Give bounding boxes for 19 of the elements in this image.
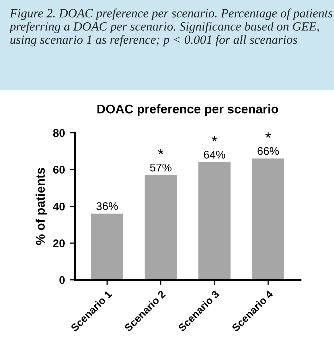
chart-title: DOAC preference per scenario <box>98 104 278 116</box>
data-label: 57% <box>150 164 172 172</box>
y-tick-label: 20 <box>53 240 65 248</box>
caption: Figure 2. DOAC preference per scenario. Percentage of patients preferring a DOAC per scenario. Significance based on GEE, using scenario 1 as reference; p < 0.001 for all scenarios <box>9 8 333 47</box>
data-label: 36% <box>96 202 118 210</box>
annotation: * <box>212 136 218 142</box>
annotation: * <box>266 132 272 138</box>
bar <box>91 214 124 280</box>
y-tick-label: 0 <box>60 276 65 284</box>
bar <box>252 158 284 280</box>
y-tick-label: 80 <box>53 129 65 138</box>
bar <box>144 175 178 280</box>
y-tick-label: 40 <box>53 202 65 211</box>
annotation: * <box>158 149 164 154</box>
y-tick-label: 60 <box>53 166 65 174</box>
bar <box>198 162 231 280</box>
y-axis-title: % of patients <box>36 168 48 246</box>
data-label: 64% <box>204 150 226 159</box>
data-label: 66% <box>258 147 280 156</box>
